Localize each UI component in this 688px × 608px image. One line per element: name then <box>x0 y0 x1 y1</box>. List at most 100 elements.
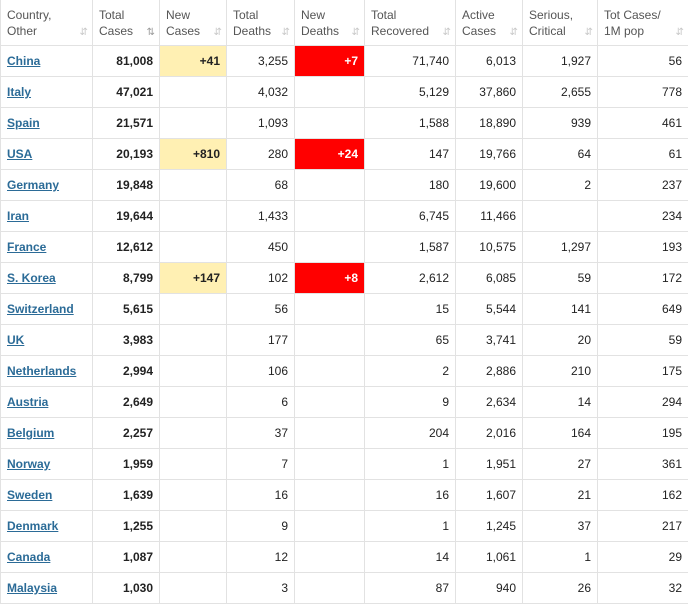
column-header-label: Tot Cases/ <box>604 7 661 22</box>
country-link[interactable]: Germany <box>7 178 60 192</box>
total-cases-cell: 5,615 <box>92 293 160 325</box>
serious-critical-cell: 2,655 <box>522 76 598 108</box>
column-header-country[interactable]: Country, Other ⇵ <box>0 0 93 46</box>
country-link[interactable]: Iran <box>7 209 30 223</box>
column-header-new-cases[interactable]: New Cases ⇵ <box>159 0 227 46</box>
total-deaths-cell: 68 <box>226 169 295 201</box>
country-link[interactable]: S. Korea <box>7 271 56 285</box>
country-link[interactable]: Austria <box>7 395 49 409</box>
total-deaths-cell: 1,433 <box>226 200 295 232</box>
column-header-active-cases[interactable]: Active Cases ⇵ <box>455 0 523 46</box>
column-header-label: Country, <box>7 7 52 22</box>
sort-icon[interactable]: ⇵ <box>442 27 451 38</box>
serious-critical-cell: 141 <box>522 293 598 325</box>
country-cell: Netherlands <box>0 355 93 387</box>
new-cases-cell <box>159 231 227 263</box>
country-link[interactable]: Sweden <box>7 488 53 502</box>
table-row: Belgium 2,257 37 204 2,016 164 195 <box>0 417 688 449</box>
table-row: France 12,612 450 1,587 10,575 1,297 193 <box>0 231 688 263</box>
column-header-total-deaths[interactable]: Total Deaths ⇵ <box>226 0 295 46</box>
column-header-label: Deaths <box>233 23 272 38</box>
serious-critical-cell <box>522 200 598 232</box>
new-cases-cell <box>159 76 227 108</box>
column-header-cases-per-1m[interactable]: Tot Cases/1M pop ⇵ <box>597 0 688 46</box>
table-row: China 81,008 +41 3,255 +7 71,740 6,013 1,927 56 <box>0 45 688 77</box>
column-header-total-cases[interactable]: Total Cases ⇅ <box>92 0 160 46</box>
cases-per-1m-cell: 237 <box>597 169 688 201</box>
new-cases-cell <box>159 448 227 480</box>
new-cases-cell <box>159 107 227 139</box>
new-deaths-cell <box>294 572 365 604</box>
total-deaths-cell: 1,093 <box>226 107 295 139</box>
new-deaths-cell <box>294 479 365 511</box>
country-link[interactable]: France <box>7 240 47 254</box>
table-row: Denmark 1,255 9 1 1,245 37 217 <box>0 510 688 542</box>
total-deaths-cell: 3 <box>226 572 295 604</box>
country-link[interactable]: Belgium <box>7 426 55 440</box>
serious-critical-cell: 21 <box>522 479 598 511</box>
sort-icon[interactable]: ⇅ <box>146 27 155 38</box>
column-header-label: Cases <box>166 23 201 38</box>
active-cases-cell: 37,860 <box>455 76 523 108</box>
total-recovered-cell: 1,588 <box>364 107 456 139</box>
total-recovered-cell: 16 <box>364 479 456 511</box>
country-link[interactable]: Switzerland <box>7 302 74 316</box>
total-recovered-cell: 87 <box>364 572 456 604</box>
new-deaths-cell <box>294 169 365 201</box>
sort-icon[interactable]: ⇵ <box>213 27 222 38</box>
country-link[interactable]: USA <box>7 147 33 161</box>
country-link[interactable]: China <box>7 54 41 68</box>
country-link[interactable]: UK <box>7 333 25 347</box>
sort-icon[interactable]: ⇵ <box>675 27 684 38</box>
sort-icon[interactable]: ⇵ <box>79 27 88 38</box>
new-deaths-cell <box>294 107 365 139</box>
country-cell: Switzerland <box>0 293 93 325</box>
sort-icon[interactable]: ⇵ <box>351 27 360 38</box>
sort-icon[interactable]: ⇵ <box>509 27 518 38</box>
country-link[interactable]: Denmark <box>7 519 59 533</box>
active-cases-cell: 1,245 <box>455 510 523 542</box>
total-recovered-cell: 65 <box>364 324 456 356</box>
total-deaths-cell: 9 <box>226 510 295 542</box>
total-deaths-cell: 7 <box>226 448 295 480</box>
new-cases-cell <box>159 541 227 573</box>
total-recovered-cell: 6,745 <box>364 200 456 232</box>
total-deaths-cell: 56 <box>226 293 295 325</box>
cases-per-1m-cell: 32 <box>597 572 688 604</box>
total-recovered-cell: 1 <box>364 448 456 480</box>
new-cases-cell <box>159 479 227 511</box>
country-link[interactable]: Italy <box>7 85 32 99</box>
new-deaths-cell <box>294 386 365 418</box>
country-link[interactable]: Malaysia <box>7 581 58 595</box>
new-deaths-cell <box>294 417 365 449</box>
total-recovered-cell: 204 <box>364 417 456 449</box>
country-cell: Germany <box>0 169 93 201</box>
table-row: Norway 1,959 7 1 1,951 27 361 <box>0 448 688 480</box>
country-link[interactable]: Canada <box>7 550 51 564</box>
total-cases-cell: 19,644 <box>92 200 160 232</box>
total-cases-cell: 1,087 <box>92 541 160 573</box>
country-link[interactable]: Norway <box>7 457 51 471</box>
cases-per-1m-cell: 56 <box>597 45 688 77</box>
new-cases-cell <box>159 572 227 604</box>
total-recovered-cell: 9 <box>364 386 456 418</box>
cases-per-1m-cell: 778 <box>597 76 688 108</box>
country-link[interactable]: Netherlands <box>7 364 77 378</box>
sort-icon[interactable]: ⇵ <box>281 27 290 38</box>
active-cases-cell: 19,766 <box>455 138 523 170</box>
total-deaths-cell: 106 <box>226 355 295 387</box>
table-row: Switzerland 5,615 56 15 5,544 141 649 <box>0 293 688 325</box>
column-header-serious-critical[interactable]: Serious, Critical ⇵ <box>522 0 598 46</box>
sort-icon[interactable]: ⇵ <box>584 27 593 38</box>
country-link[interactable]: Spain <box>7 116 40 130</box>
table-row: Germany 19,848 68 180 19,600 2 237 <box>0 169 688 201</box>
active-cases-cell: 2,016 <box>455 417 523 449</box>
table-row: Italy 47,021 4,032 5,129 37,860 2,655 778 <box>0 76 688 108</box>
total-recovered-cell: 2,612 <box>364 262 456 294</box>
column-header-new-deaths[interactable]: New Deaths ⇵ <box>294 0 365 46</box>
total-deaths-cell: 16 <box>226 479 295 511</box>
new-deaths-cell <box>294 510 365 542</box>
table-row: Austria 2,649 6 9 2,634 14 294 <box>0 386 688 418</box>
column-header-total-recovered[interactable]: Total Recovered ⇵ <box>364 0 456 46</box>
